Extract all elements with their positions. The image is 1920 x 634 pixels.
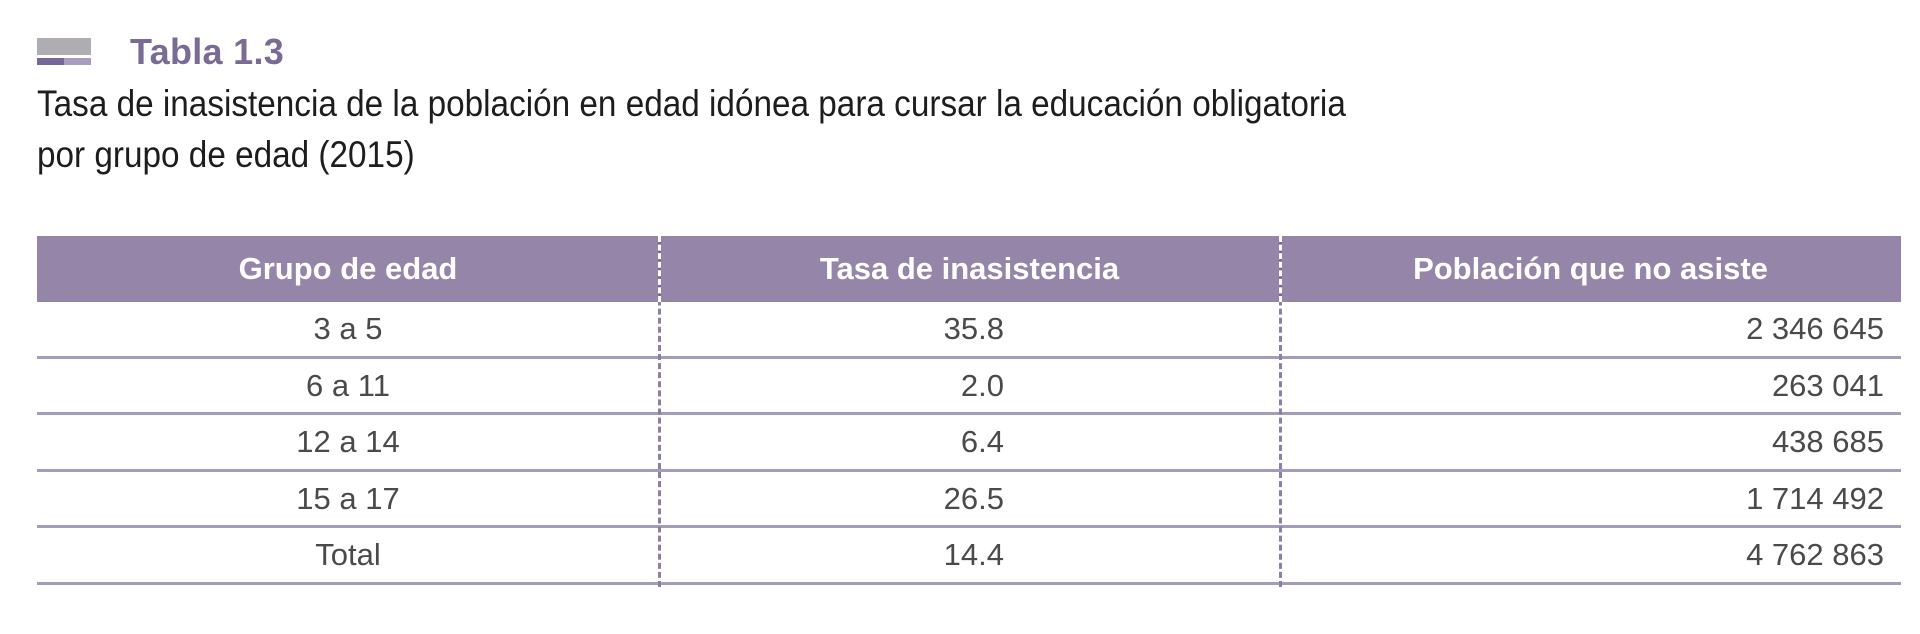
cell-population: 4 762 863 — [1746, 537, 1884, 572]
cell-absence-rate: 26.5 — [943, 480, 1004, 516]
column-divider-2 — [1279, 236, 1282, 587]
cell-age-group: 6 a 11 — [306, 367, 390, 403]
cell-age-group: 3 a 5 — [313, 311, 383, 346]
table-row: 3 a 5 35.8 2 346 645 — [37, 302, 1901, 359]
cell-absence-rate: 2.0 — [960, 367, 1004, 403]
table-caption: Tasa de inasistencia de la población en … — [37, 78, 1747, 180]
icon-bar-top — [37, 38, 91, 55]
table-row: 15 a 17 26.5 1 714 492 — [37, 472, 1901, 528]
table-row: 6 a 11 2.0 263 041 — [37, 359, 1901, 415]
column-header-age-group: Grupo de edad — [238, 251, 458, 286]
column-header-absence-rate: Tasa de inasistencia — [819, 251, 1120, 286]
caption-line-1: Tasa de inasistencia de la población en … — [37, 83, 1346, 124]
caption-line-2: por grupo de edad (2015) — [37, 134, 415, 175]
table-header-row: Grupo de edad Tasa de inasistencia Pobla… — [37, 236, 1901, 302]
table-number: Tabla 1.3 — [130, 31, 285, 72]
table-label-bars-icon — [37, 38, 91, 66]
cell-absence-rate: 14.4 — [943, 537, 1004, 572]
icon-bar-bottom-right — [64, 58, 91, 65]
cell-population: 263 041 — [1771, 367, 1884, 403]
cell-absence-rate: 35.8 — [943, 311, 1004, 346]
cell-population: 1 714 492 — [1746, 480, 1884, 516]
table-row: 12 a 14 6.4 438 685 — [37, 415, 1901, 472]
column-divider-1 — [658, 236, 661, 587]
cell-age-group: Total — [315, 537, 381, 572]
cell-absence-rate: 6.4 — [960, 424, 1004, 459]
cell-population: 438 685 — [1771, 424, 1884, 459]
column-divider-1-header — [658, 236, 661, 302]
column-divider-2-header — [1279, 236, 1282, 302]
icon-bar-bottom-left — [37, 58, 64, 65]
cell-age-group: 12 a 14 — [296, 424, 400, 459]
table-row-total: Total 14.4 4 762 863 — [37, 528, 1901, 585]
cell-age-group: 15 a 17 — [296, 480, 400, 516]
column-header-population-not-attending: Población que no asiste — [1413, 251, 1768, 286]
cell-population: 2 346 645 — [1746, 311, 1884, 346]
data-table: Grupo de edad Tasa de inasistencia Pobla… — [37, 236, 1901, 587]
